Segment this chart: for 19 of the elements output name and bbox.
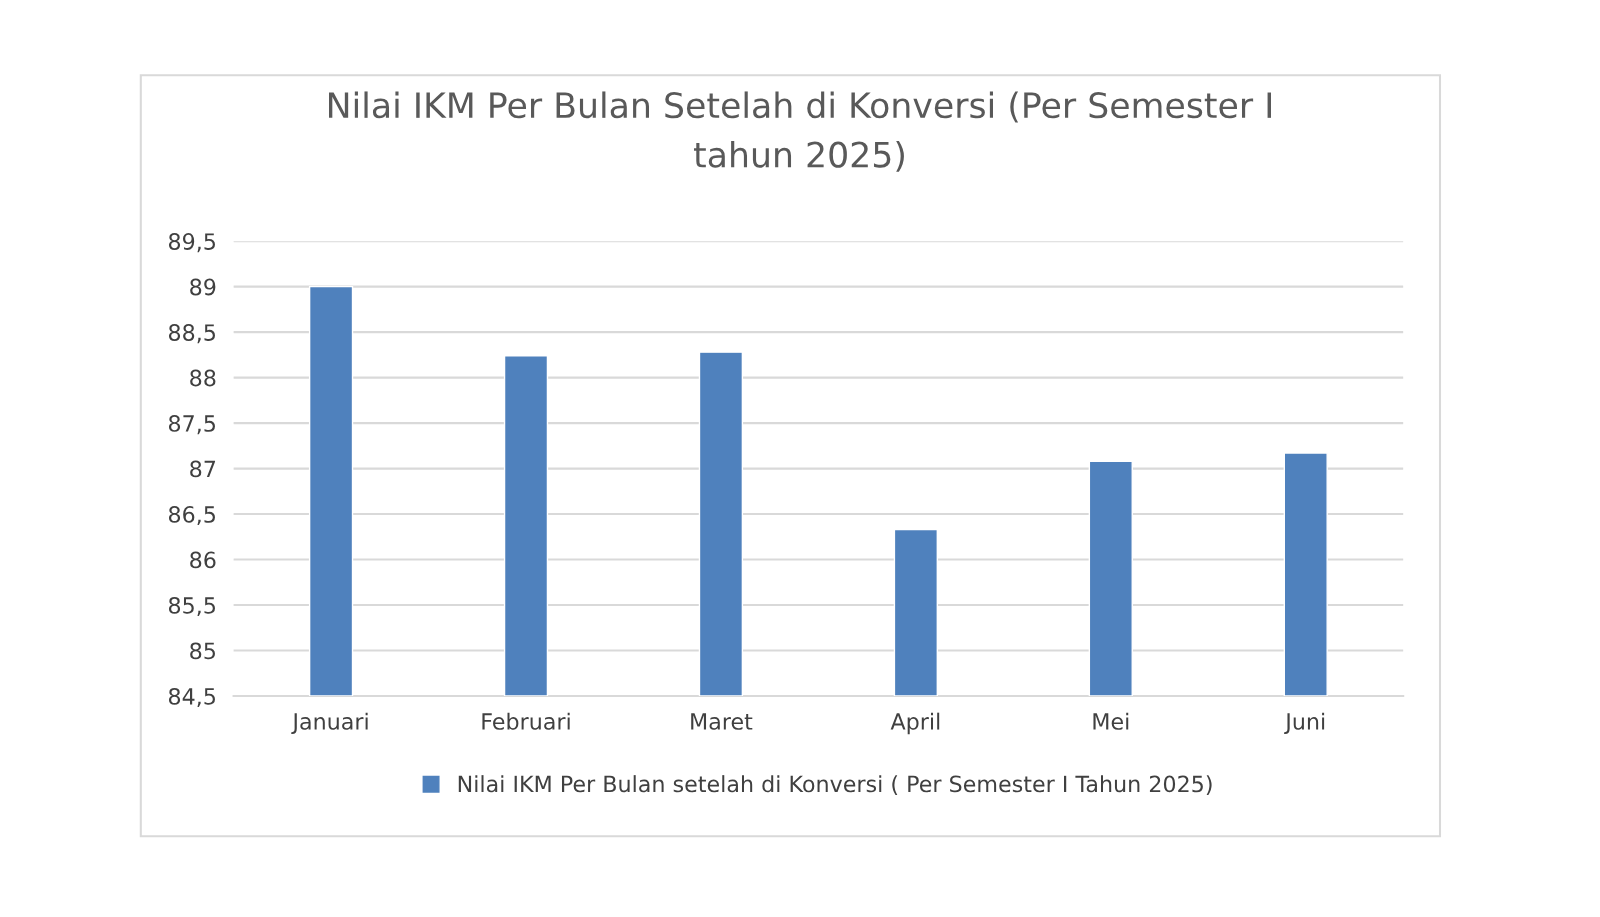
x-tick-label: Januari [291, 712, 368, 734]
legend-label: Nilai IKM Per Bulan setelah di Konversi ( Per Semester I Tahun 2025) [458, 775, 1212, 795]
y-tick-label: 88,5 [168, 324, 215, 344]
y-tick-label: 86,5 [168, 506, 215, 526]
y-tick-label: 88 [190, 369, 216, 387]
x-tick-label: Juni [1284, 712, 1325, 734]
y-tick-label: 89,5 [168, 233, 215, 253]
y-tick-label: 84,5 [168, 687, 215, 708]
y-tick-label: 87 [190, 460, 216, 478]
y-tick-label: 85,5 [168, 596, 215, 617]
x-tick-label: Februari [482, 712, 570, 730]
x-tick-label: April [890, 712, 940, 735]
y-tick-label: 85 [190, 642, 215, 660]
y-tick-label: 87,5 [168, 415, 215, 435]
y-tick-label: 86 [190, 551, 216, 569]
x-tick-label: Maret [691, 713, 753, 730]
chart-title: Nilai IKM Per Bulan Setelah di Konversi (Per Semester I tahun 2025) [329, 91, 1271, 172]
x-tick-label: Mei [1093, 712, 1129, 730]
y-tick-label: 89 [190, 278, 216, 296]
